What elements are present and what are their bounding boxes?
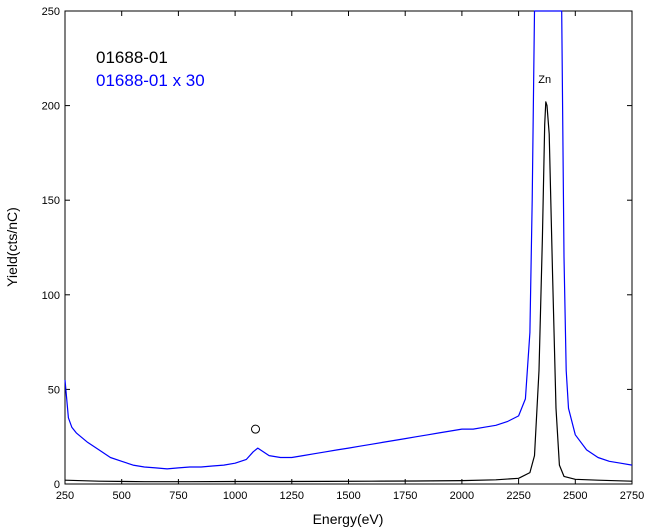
series-group <box>64 10 633 483</box>
annotations: Zn <box>251 74 551 434</box>
y-tick-label: 100 <box>42 290 60 302</box>
x-tick-label: 500 <box>113 490 131 502</box>
x-tick-label: 250 <box>56 490 74 502</box>
x-axis-title: Energy(eV) <box>313 511 384 527</box>
x-tick-label: 1000 <box>223 490 247 502</box>
y-axis-title: Yield(cts/nC) <box>4 207 20 287</box>
y-tick-label: 250 <box>42 6 60 18</box>
y-axis-ticks: 0 50 100 150 200 250 <box>42 6 632 491</box>
x-tick-label: 1750 <box>393 490 417 502</box>
series-line-2 <box>64 10 633 470</box>
x-tick-label: 1250 <box>280 490 304 502</box>
legend-entry-series-2: 01688-01 x 30 <box>96 71 205 90</box>
y-tick-label: 150 <box>42 195 60 207</box>
y-tick-label: 200 <box>42 101 60 113</box>
x-tick-label: 2000 <box>450 490 474 502</box>
x-tick-label: 750 <box>169 490 187 502</box>
annotation-label: Zn <box>538 74 551 86</box>
x-tick-label: 2500 <box>563 490 587 502</box>
y-tick-label: 50 <box>48 384 60 396</box>
x-tick-label: 1500 <box>336 490 360 502</box>
x-tick-label: 2250 <box>506 490 530 502</box>
series-line-1 <box>64 101 633 483</box>
legend-entry-series-1: 01688-01 <box>96 48 168 67</box>
annotation-circle-marker <box>251 424 261 434</box>
x-tick-label: 2750 <box>620 490 644 502</box>
legend: 01688-01 01688-01 x 30 <box>96 48 205 90</box>
y-tick-label: 0 <box>54 479 60 491</box>
x-axis-ticks: 250 500 750 1000 1250 1500 1750 2000 2250 2500 275… <box>56 11 644 502</box>
